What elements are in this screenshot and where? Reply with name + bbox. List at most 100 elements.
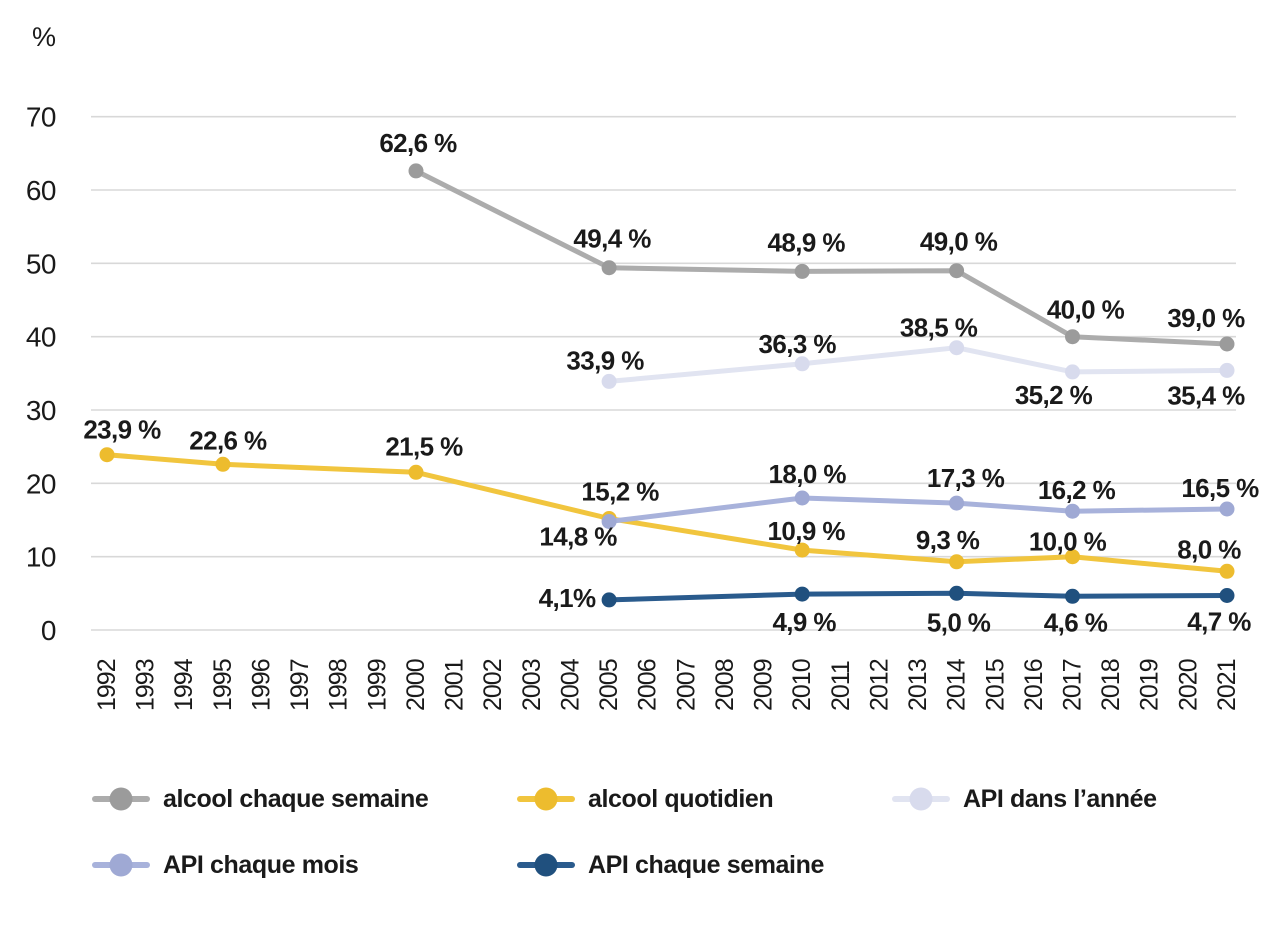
x-tick-label: 2010	[788, 659, 816, 711]
x-tick-label: 1997	[286, 659, 314, 711]
data-label-api-chaque-mois: 16,5 %	[1181, 473, 1259, 503]
y-tick-label: 30	[26, 395, 56, 426]
data-point-alcool-quotidien	[794, 542, 810, 558]
x-tick-label: 1998	[325, 659, 353, 711]
y-tick-label: 50	[26, 248, 56, 279]
data-point-api-dans-l-ann-e	[949, 340, 965, 356]
x-tick-label: 1994	[170, 658, 198, 711]
data-point-alcool-quotidien	[949, 554, 965, 570]
data-point-api-chaque-semaine	[794, 586, 810, 602]
data-point-api-dans-l-ann-e	[794, 356, 810, 372]
x-tick-label: 1992	[93, 659, 121, 711]
data-label-alcool-chaque-semaine: 40,0 %	[1047, 295, 1125, 325]
data-point-alcool-chaque-semaine	[1065, 329, 1080, 345]
data-point-api-chaque-semaine	[1065, 588, 1080, 604]
data-label-api-dans-l-ann-e: 35,4 %	[1167, 380, 1245, 410]
data-point-api-chaque-mois	[1219, 501, 1235, 517]
x-tick-label: 2005	[595, 659, 623, 711]
data-point-alcool-quotidien	[1065, 549, 1080, 565]
legend-item-api-chaque-semaine: API chaque semaine	[517, 849, 824, 881]
data-label-api-chaque-mois: 17,3 %	[927, 463, 1005, 493]
legend-label: API dans l’année	[963, 784, 1157, 813]
data-label-alcool-quotidien: 10,0 %	[1029, 527, 1107, 557]
x-tick-label: 1995	[209, 659, 237, 711]
y-axis-unit-label: %	[32, 22, 56, 52]
data-label-alcool-quotidien: 22,6 %	[189, 425, 267, 455]
data-point-alcool-chaque-semaine	[794, 263, 810, 279]
data-label-alcool-chaque-semaine: 39,0 %	[1167, 303, 1245, 333]
data-point-alcool-chaque-semaine	[601, 260, 617, 276]
data-label-api-dans-l-ann-e: 35,2 %	[1015, 380, 1093, 410]
data-point-api-chaque-semaine	[949, 585, 965, 601]
data-label-alcool-quotidien: 15,2 %	[581, 477, 659, 507]
data-label-alcool-quotidien: 10,9 %	[768, 516, 846, 546]
data-label-api-chaque-semaine: 4,1%	[539, 583, 596, 613]
x-tick-label: 2012	[865, 659, 893, 711]
y-tick-label: 20	[26, 468, 56, 499]
data-point-alcool-quotidien	[1219, 563, 1235, 579]
x-tick-label: 2003	[518, 659, 546, 711]
legend-marker-icon	[92, 853, 150, 877]
x-tick-label: 2021	[1213, 659, 1241, 711]
legend-marker-icon	[517, 853, 575, 877]
x-tick-label: 2018	[1097, 659, 1125, 711]
legend-item-alcool-quotidien: alcool quotidien	[517, 783, 774, 815]
data-label-alcool-quotidien: 9,3 %	[916, 525, 980, 555]
y-tick-label: 40	[26, 322, 56, 353]
y-tick-label: 10	[26, 542, 56, 573]
legend-label: API chaque mois	[163, 850, 359, 879]
x-tick-label: 1993	[132, 659, 160, 711]
x-tick-label: 2015	[981, 659, 1009, 711]
legend-marker-icon	[92, 787, 150, 811]
data-label-api-dans-l-ann-e: 38,5 %	[900, 313, 978, 343]
data-label-api-chaque-semaine: 5,0 %	[927, 607, 991, 637]
x-tick-label: 2016	[1020, 659, 1048, 711]
y-tick-label: 0	[41, 615, 56, 646]
legend-label: API chaque semaine	[588, 850, 824, 879]
data-point-alcool-quotidien	[215, 456, 231, 472]
legend-item-api-chaque-mois: API chaque mois	[92, 849, 359, 881]
data-label-alcool-quotidien: 8,0 %	[1177, 534, 1241, 564]
data-point-api-dans-l-ann-e	[601, 373, 617, 389]
data-point-alcool-quotidien	[408, 464, 424, 480]
series-line-api-chaque-mois	[606, 495, 1230, 524]
x-tick-label: 2006	[634, 659, 662, 711]
legend-dot-icon	[534, 853, 558, 877]
data-label-api-dans-l-ann-e: 33,9 %	[566, 345, 644, 375]
data-point-api-chaque-mois	[1065, 503, 1080, 519]
data-label-api-chaque-semaine: 4,6 %	[1044, 607, 1108, 637]
data-label-api-chaque-mois: 18,0 %	[769, 459, 847, 489]
x-tick-label: 1999	[363, 659, 391, 711]
data-label-api-chaque-semaine: 4,9 %	[772, 607, 836, 637]
data-point-api-dans-l-ann-e	[1065, 364, 1080, 380]
x-tick-label: 2014	[943, 658, 971, 711]
legend-marker-icon	[517, 787, 575, 811]
legend-item-alcool-chaque-semaine: alcool chaque semaine	[92, 783, 429, 815]
data-point-alcool-quotidien	[99, 447, 115, 463]
legend-marker-icon	[892, 787, 950, 811]
series-line-api-dans-l-ann-e	[606, 345, 1230, 384]
x-tick-label: 2001	[441, 659, 469, 711]
x-tick-label: 2020	[1174, 659, 1202, 711]
x-tick-label: 2000	[402, 659, 430, 711]
data-label-alcool-chaque-semaine: 49,0 %	[920, 227, 998, 257]
x-tick-label: 2002	[479, 659, 507, 711]
data-point-alcool-chaque-semaine	[1219, 336, 1235, 352]
data-label-alcool-chaque-semaine: 62,6 %	[379, 128, 457, 158]
series-line-alcool-quotidien	[104, 452, 1230, 574]
legend-label: alcool chaque semaine	[163, 784, 429, 813]
legend-dot-icon	[909, 787, 933, 811]
legend-dot-icon	[534, 787, 558, 811]
y-tick-label: 60	[26, 175, 56, 206]
legend-dot-icon	[109, 787, 133, 811]
y-tick-label: 70	[26, 102, 56, 133]
data-point-api-chaque-semaine	[601, 592, 617, 608]
legend-label: alcool quotidien	[588, 784, 774, 813]
x-tick-label: 2007	[672, 659, 700, 711]
data-label-alcool-quotidien: 23,9 %	[83, 415, 161, 445]
data-point-api-dans-l-ann-e	[1219, 362, 1235, 378]
series-line-api-chaque-semaine	[606, 590, 1230, 603]
data-label-alcool-chaque-semaine: 49,4 %	[573, 224, 651, 254]
data-label-api-chaque-mois: 16,2 %	[1038, 475, 1116, 505]
x-tick-label: 2017	[1059, 659, 1087, 711]
